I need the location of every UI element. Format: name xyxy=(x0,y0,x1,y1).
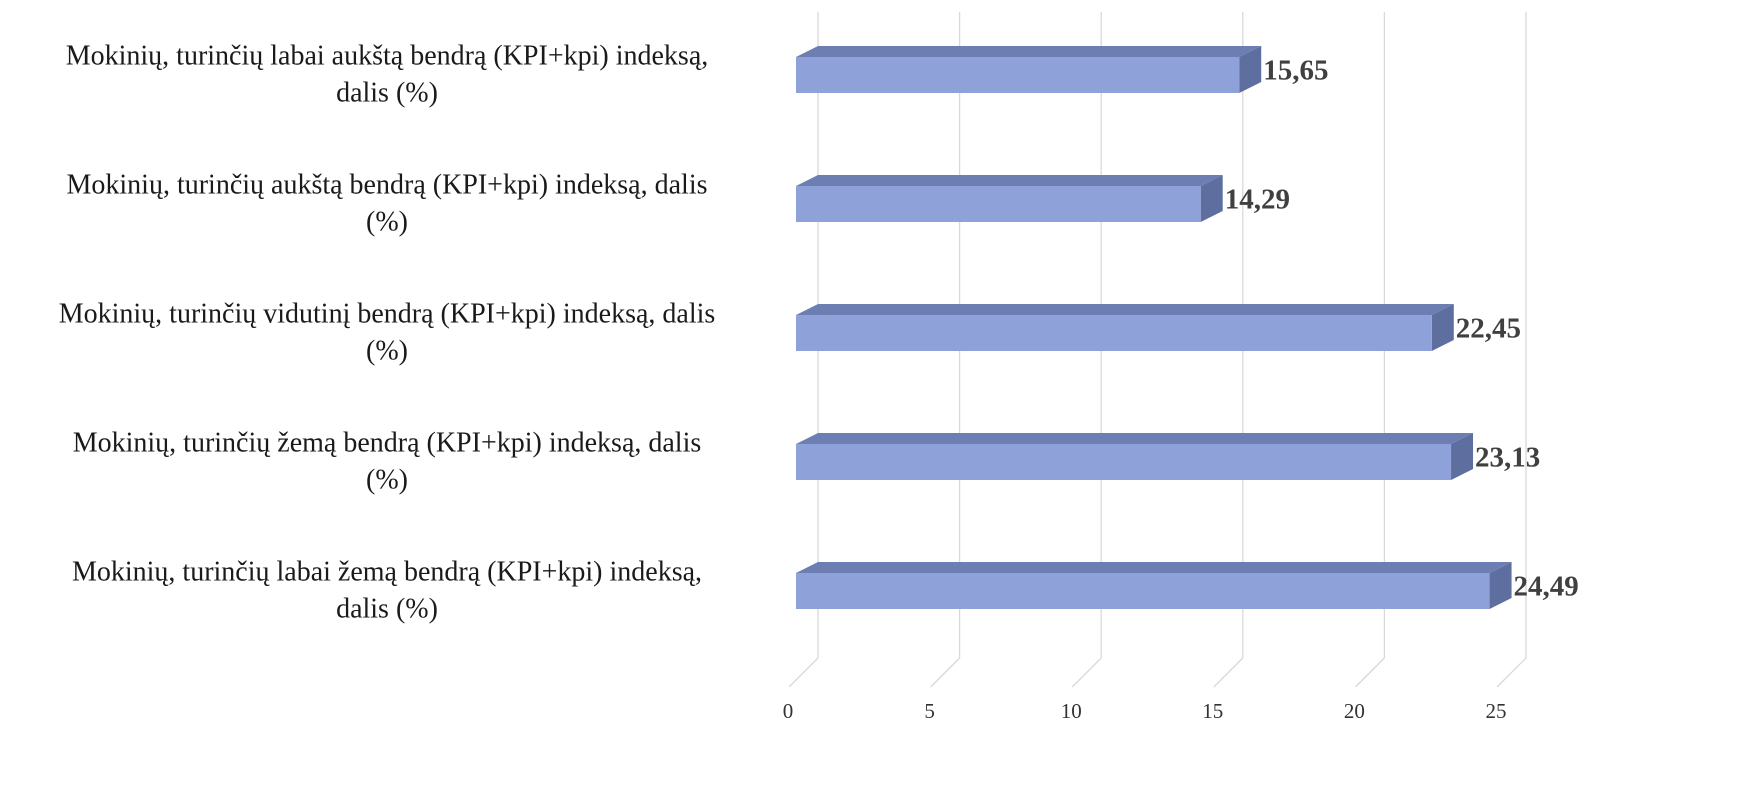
data-label: 14,29 xyxy=(1225,184,1290,216)
bar-top-face xyxy=(796,433,1474,444)
x-tick-label: 20 xyxy=(1344,699,1365,723)
x-tick-label: 5 xyxy=(924,699,935,723)
category-label-line: Mokinių, turinčių labai žemą bendrą (KPI… xyxy=(72,557,702,588)
bar-top-face xyxy=(796,562,1512,573)
bar-top-face xyxy=(796,46,1262,57)
floor-gridline xyxy=(930,657,961,688)
bar-side-face xyxy=(1200,175,1223,222)
data-label: 22,45 xyxy=(1456,313,1521,345)
bar-side-face xyxy=(1239,46,1262,93)
category-label-line: Mokinių, turinčių labai aukštą bendrą (K… xyxy=(66,41,709,72)
bar xyxy=(796,175,1223,222)
bar xyxy=(796,46,1262,93)
bar xyxy=(796,433,1474,480)
bar-side-face xyxy=(1489,562,1512,609)
category-label: Mokinių, turinčių vidutinį bendrą (KPI+k… xyxy=(59,299,716,367)
bar xyxy=(796,562,1512,609)
category-label-line: (%) xyxy=(366,207,408,238)
category-label: Mokinių, turinčių labai žemą bendrą (KPI… xyxy=(72,557,702,625)
category-label-line: (%) xyxy=(366,465,408,496)
data-label: 24,49 xyxy=(1514,571,1579,603)
data-label: 15,65 xyxy=(1263,55,1328,87)
data-labels: 15,65 14,29 22,45 23,13 24,49 xyxy=(1225,55,1579,603)
category-label: Mokinių, turinčių labai aukštą bendrą (K… xyxy=(66,41,709,109)
bar-front-face xyxy=(796,57,1240,93)
category-label-line: dalis (%) xyxy=(336,78,438,109)
category-label-line: dalis (%) xyxy=(336,594,438,625)
bar-front-face xyxy=(796,186,1201,222)
x-tick-label: 15 xyxy=(1202,699,1223,723)
category-label: Mokinių, turinčių aukštą bendrą (KPI+kpi… xyxy=(66,170,707,238)
bar-front-face xyxy=(796,315,1432,351)
x-tick-label: 10 xyxy=(1061,699,1082,723)
x-axis-ticks: 0 5 10 15 20 25 xyxy=(783,699,1507,723)
bar-side-face xyxy=(1431,304,1454,351)
bar xyxy=(796,304,1454,351)
bars xyxy=(796,46,1512,609)
category-label-line: (%) xyxy=(366,336,408,367)
bar-front-face xyxy=(796,573,1490,609)
bar-front-face xyxy=(796,444,1452,480)
category-label: Mokinių, turinčių žemą bendrą (KPI+kpi) … xyxy=(73,428,702,496)
x-tick-label: 0 xyxy=(783,699,794,723)
bar-top-face xyxy=(796,175,1223,186)
floor-gridline xyxy=(1213,657,1244,688)
category-label-line: Mokinių, turinčių žemą bendrą (KPI+kpi) … xyxy=(73,428,702,459)
data-label: 23,13 xyxy=(1475,442,1540,474)
floor-gridline xyxy=(788,657,819,688)
floor-gridline xyxy=(1071,657,1102,688)
category-labels: Mokinių, turinčių labai aukštą bendrą (K… xyxy=(59,41,716,625)
floor-gridline xyxy=(1496,657,1527,688)
bar-top-face xyxy=(796,304,1454,315)
category-label-line: Mokinių, turinčių aukštą bendrą (KPI+kpi… xyxy=(66,170,707,201)
floor-gridline xyxy=(1354,657,1385,688)
bar-side-face xyxy=(1451,433,1474,480)
category-label-line: Mokinių, turinčių vidutinį bendrą (KPI+k… xyxy=(59,299,716,330)
x-tick-label: 25 xyxy=(1486,699,1507,723)
